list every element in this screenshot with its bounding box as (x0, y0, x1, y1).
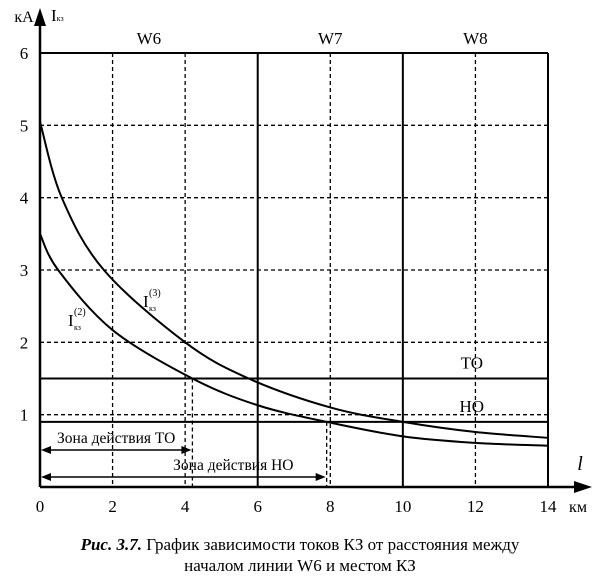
y-axis-label: Iкз (51, 6, 64, 25)
arrow-right-icon (315, 473, 326, 481)
x-tick-label: 4 (181, 497, 190, 516)
y-tick-label: 4 (20, 189, 29, 208)
series-label-superscript: (2) (74, 307, 86, 318)
arrow-left-icon (41, 446, 51, 454)
y-tick-label: 5 (20, 116, 29, 135)
zone-label: Зона действия ТО (57, 430, 175, 447)
y-tick-label: 1 (20, 406, 29, 425)
zone-label: Зона действия НО (173, 457, 293, 474)
y-tick-label: 6 (20, 44, 29, 63)
y-unit-label: кА (14, 9, 34, 26)
x-tick-label: 8 (326, 497, 335, 516)
series-label-superscript: (3) (149, 288, 161, 299)
arrow-left-icon (41, 473, 51, 481)
series-label-subscript: кз (149, 304, 156, 313)
x-axis-arrow-icon (574, 481, 592, 493)
series-label: I (143, 292, 149, 311)
caption-line1: График зависимости токов КЗ от расстояни… (141, 535, 520, 554)
arrow-right-icon (181, 446, 192, 454)
x-tick-label: 10 (394, 497, 411, 516)
series-label-subscript: кз (74, 323, 81, 332)
figure-caption: Рис. 3.7. График зависимости токов КЗ от… (0, 534, 600, 576)
x-tick-label: 0 (36, 497, 45, 516)
section-label: W6 (137, 29, 162, 48)
y-axis-arrow-icon (34, 8, 46, 26)
caption-line2: началом линии W6 и местом КЗ (184, 556, 416, 575)
section-label: W8 (463, 29, 488, 48)
x-tick-label: 14 (540, 497, 558, 516)
y-tick-label: 2 (20, 333, 29, 352)
x-tick-label: 12 (467, 497, 484, 516)
series-line (39, 233, 549, 447)
caption-prefix: Рис. 3.7. (80, 535, 142, 554)
x-unit-label: км (569, 499, 587, 516)
y-tick-label: 3 (20, 261, 29, 280)
series-label: I (68, 311, 74, 330)
x-tick-label: 6 (253, 497, 262, 516)
x-axis-label: l (577, 453, 583, 475)
x-tick-label: 2 (108, 497, 117, 516)
section-label: W7 (318, 29, 343, 48)
threshold-label: ТО (461, 354, 483, 373)
threshold-label: НО (460, 397, 485, 416)
series-line (39, 121, 549, 439)
